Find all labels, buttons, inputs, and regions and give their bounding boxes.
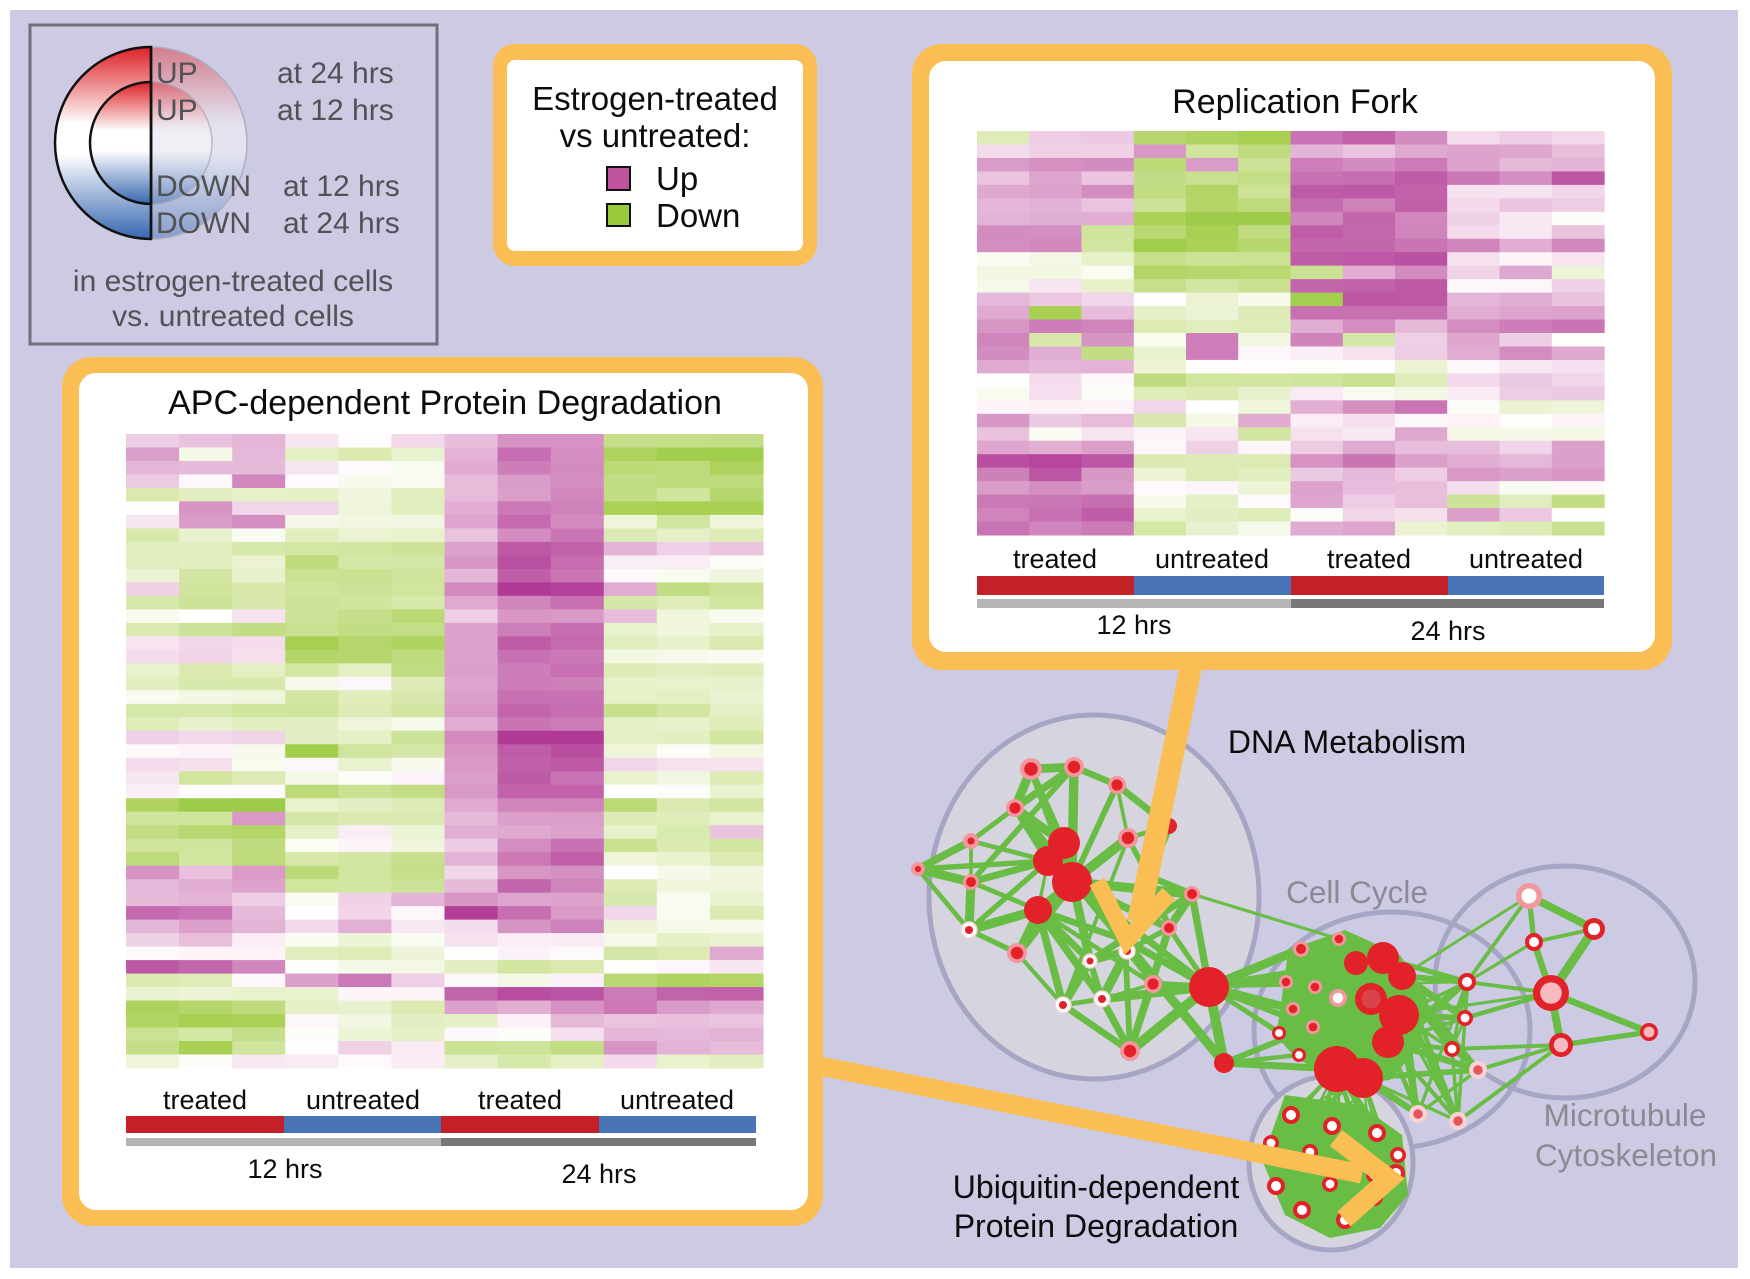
svg-text:Estrogen-treated: Estrogen-treated <box>532 80 778 117</box>
svg-text:DOWN: DOWN <box>156 170 251 203</box>
svg-text:24 hrs: 24 hrs <box>1410 616 1485 646</box>
svg-text:vs untreated:: vs untreated: <box>560 117 751 154</box>
svg-text:12 hrs: 12 hrs <box>247 1154 322 1184</box>
svg-text:Cytoskeleton: Cytoskeleton <box>1535 1137 1717 1173</box>
svg-text:DNA Metabolism: DNA Metabolism <box>1228 724 1466 760</box>
svg-text:at 24 hrs: at 24 hrs <box>277 57 394 90</box>
svg-text:Up: Up <box>656 160 698 197</box>
svg-text:UP: UP <box>156 57 198 90</box>
svg-text:Down: Down <box>656 197 740 234</box>
svg-text:treated: treated <box>1327 544 1411 574</box>
svg-text:12 hrs: 12 hrs <box>1096 610 1171 640</box>
svg-text:untreated: untreated <box>620 1085 734 1115</box>
svg-text:Ubiquitin-dependent: Ubiquitin-dependent <box>953 1169 1240 1205</box>
svg-text:treated: treated <box>1013 544 1097 574</box>
svg-text:Replication Fork: Replication Fork <box>1172 83 1419 121</box>
svg-text:UP: UP <box>156 94 198 127</box>
svg-text:in estrogen-treated cells: in estrogen-treated cells <box>73 265 393 298</box>
svg-text:untreated: untreated <box>306 1085 420 1115</box>
svg-text:APC-dependent Protein Degradat: APC-dependent Protein Degradation <box>168 384 722 422</box>
svg-text:Protein Degradation: Protein Degradation <box>954 1208 1239 1244</box>
svg-text:24 hrs: 24 hrs <box>561 1159 636 1189</box>
svg-text:treated: treated <box>478 1085 562 1115</box>
svg-text:at 12 hrs: at 12 hrs <box>277 94 394 127</box>
svg-text:at 12 hrs: at 12 hrs <box>283 170 400 203</box>
svg-text:vs. untreated cells: vs. untreated cells <box>112 300 354 333</box>
svg-text:untreated: untreated <box>1469 544 1583 574</box>
svg-text:Microtubule: Microtubule <box>1544 1097 1707 1133</box>
svg-text:untreated: untreated <box>1155 544 1269 574</box>
svg-text:treated: treated <box>163 1085 247 1115</box>
svg-text:at 24 hrs: at 24 hrs <box>283 207 400 240</box>
svg-text:Cell Cycle: Cell Cycle <box>1286 874 1428 910</box>
svg-text:DOWN: DOWN <box>156 207 251 240</box>
